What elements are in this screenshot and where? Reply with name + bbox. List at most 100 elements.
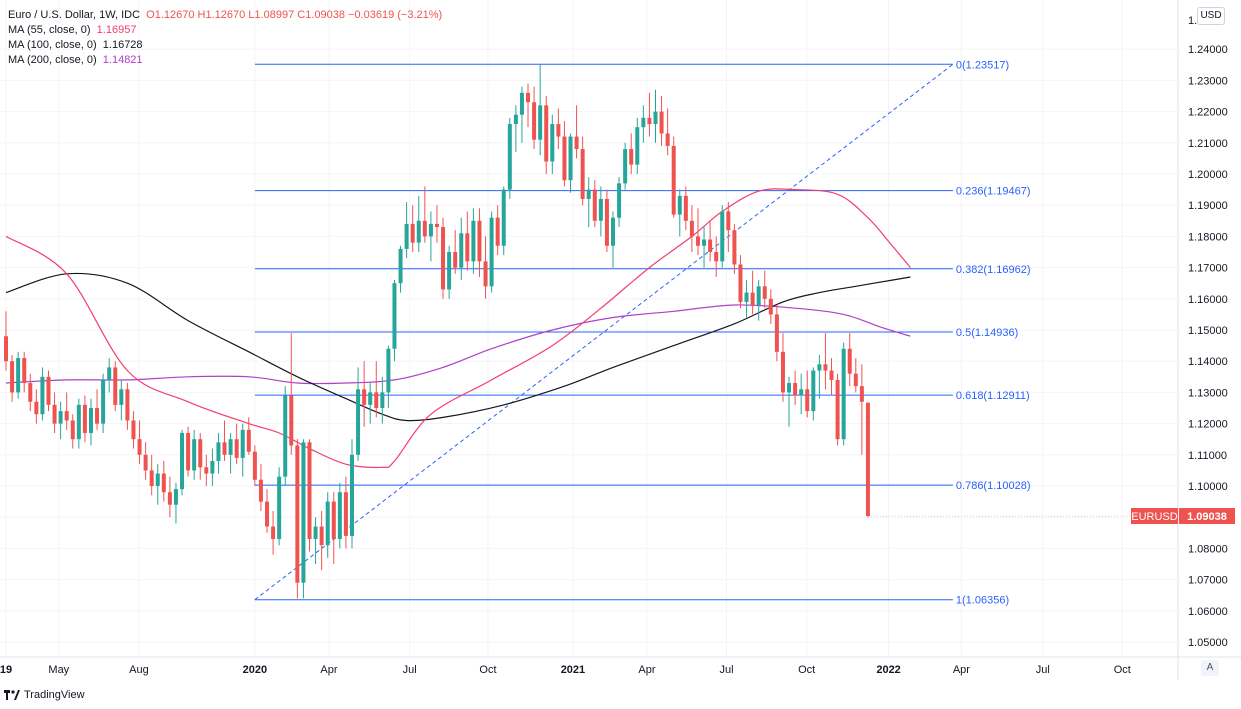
candle	[234, 423, 239, 465]
candle	[598, 186, 603, 237]
x-tick-label: Jul	[403, 664, 417, 676]
y-tick-label: 1.21000	[1188, 138, 1228, 150]
candle	[356, 367, 361, 462]
x-tick-label: 19	[0, 664, 12, 676]
candle	[240, 423, 245, 477]
candle	[780, 333, 785, 402]
currency-badge[interactable]: USD	[1197, 7, 1225, 25]
candle	[720, 205, 725, 268]
fibonacci-retracement[interactable]: 0(1.23517) 0.236(1.19467) 0.382(1.16962) 0.…	[254, 59, 1031, 607]
candle	[40, 367, 45, 421]
ma55-label: MA (55, close, 0)	[8, 24, 91, 36]
candle	[714, 236, 719, 277]
candle-body	[519, 92, 524, 115]
ma55-row[interactable]: MA (55, close, 0) 1.16957	[8, 23, 442, 38]
candle-body	[337, 492, 342, 540]
candle-body	[368, 392, 373, 405]
ma200-row[interactable]: MA (200, close, 0) 1.14821	[8, 53, 442, 68]
candle-body	[343, 492, 348, 536]
y-tick-label: 1.24000	[1188, 44, 1228, 56]
candle	[368, 383, 373, 424]
y-tick-label: 1.13000	[1188, 387, 1228, 399]
ma100-value: 1.16728	[102, 39, 143, 51]
candle-body	[4, 336, 8, 362]
candle-body	[356, 389, 361, 455]
candle-body	[598, 198, 603, 221]
candle	[483, 236, 488, 299]
candle-body	[768, 298, 773, 315]
candle	[349, 439, 354, 549]
candle	[362, 361, 367, 427]
candle	[392, 280, 397, 362]
candle-body	[186, 432, 191, 471]
candle-body	[695, 236, 700, 246]
candle-body	[629, 149, 634, 165]
candle-body	[410, 223, 415, 243]
candle	[95, 389, 100, 430]
candle	[647, 92, 652, 137]
x-tick-label: 2020	[243, 664, 267, 676]
x-tick-label: Jul	[1036, 664, 1050, 676]
candle-body	[677, 195, 682, 215]
candle-body	[119, 389, 124, 405]
candle	[131, 411, 136, 449]
candle-body	[34, 401, 39, 415]
candle	[28, 373, 33, 412]
auto-scale-button[interactable]: A	[1201, 660, 1219, 676]
candle	[793, 370, 798, 405]
y-tick-label: 1.06000	[1188, 606, 1228, 618]
candle	[125, 383, 130, 430]
candle	[4, 311, 8, 371]
candle	[22, 351, 27, 393]
candle	[149, 454, 154, 496]
tradingview-logo-icon	[4, 690, 20, 700]
candle-body	[853, 373, 858, 387]
candle	[343, 476, 348, 549]
time-axis[interactable]: 19 May Aug 2020 Apr Jul Oct 2021 Apr Jul Oct 2022 Ap…	[0, 664, 1131, 676]
candle	[52, 392, 57, 433]
candle	[513, 105, 518, 153]
candle	[556, 108, 561, 150]
candle	[374, 361, 379, 418]
candle	[173, 482, 178, 524]
candle-body	[167, 492, 172, 505]
candle	[799, 373, 804, 415]
ma100-label: MA (100, close, 0)	[8, 39, 97, 51]
ma100-row[interactable]: MA (100, close, 0) 1.16728	[8, 38, 442, 53]
candle	[695, 208, 700, 256]
candle-body	[204, 467, 209, 474]
candle	[671, 136, 676, 218]
y-tick-label: 1.11000	[1188, 450, 1227, 462]
candle-body	[665, 133, 670, 146]
price-axis[interactable]: 1.24000 1.23000 1.22000 1.21000 1.20000 1.190…	[867, 15, 1235, 649]
candle	[301, 439, 306, 599]
candle-body	[817, 364, 822, 371]
candle-body	[404, 223, 409, 249]
candle	[204, 454, 209, 486]
candle-body	[428, 223, 433, 237]
branding[interactable]: TradingView	[4, 689, 85, 701]
ma55-line	[5, 188, 911, 469]
y-tick-label: 1.10000	[1188, 481, 1228, 493]
candle-body	[465, 233, 470, 262]
candle	[88, 398, 93, 446]
candle	[258, 464, 263, 511]
candle-body	[611, 217, 615, 246]
candle	[161, 461, 166, 502]
x-tick-label: Oct	[479, 664, 496, 676]
candle-body	[756, 286, 761, 306]
y-tick-label: 1.15000	[1188, 325, 1228, 337]
candle-body	[653, 111, 658, 125]
candle-body	[374, 392, 379, 408]
x-tick-label: Apr	[953, 664, 970, 676]
candle-body	[295, 445, 300, 583]
y-tick-label-partial: 1.	[1188, 15, 1197, 27]
candle	[592, 180, 597, 228]
candle	[477, 208, 482, 277]
candle	[459, 217, 464, 281]
candle-body	[811, 370, 816, 412]
candle-body	[137, 439, 142, 455]
candle-body	[10, 361, 15, 393]
candle	[532, 86, 537, 150]
